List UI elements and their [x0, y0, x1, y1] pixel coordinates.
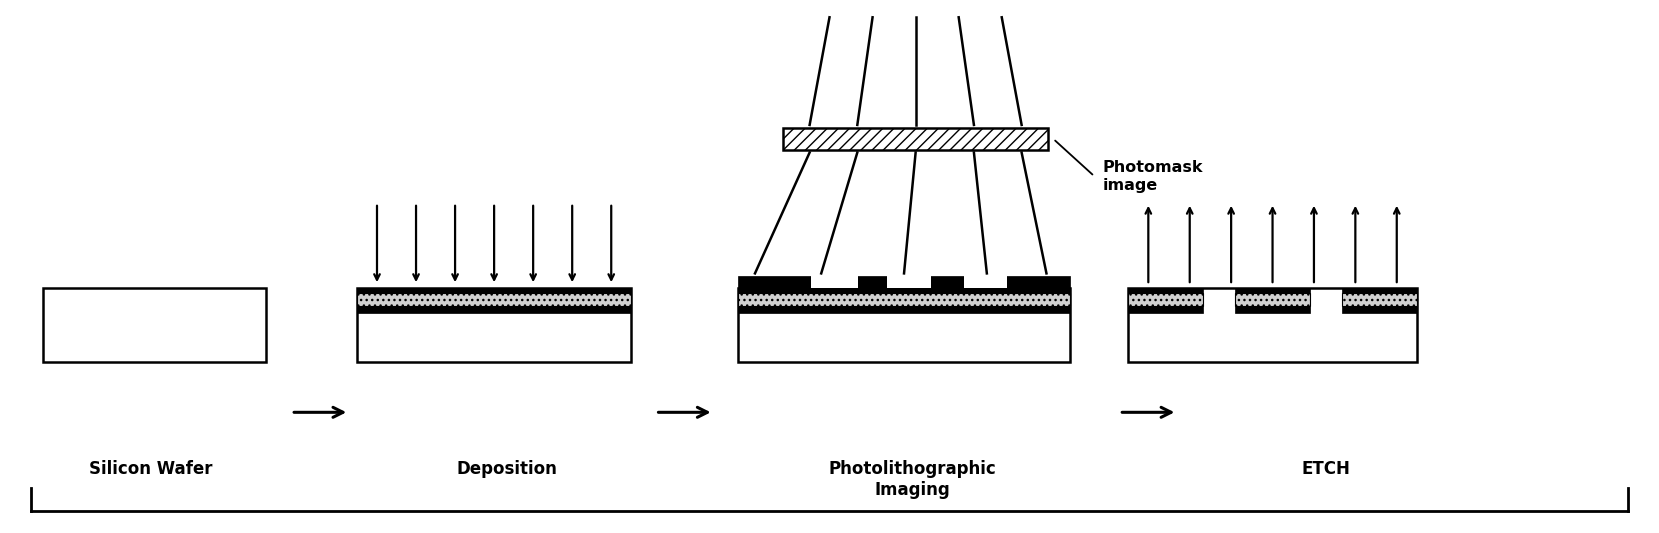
Bar — [43, 288, 267, 362]
Bar — [783, 127, 1048, 150]
Bar — [964, 276, 1007, 288]
Bar — [357, 293, 630, 306]
Bar — [357, 288, 630, 293]
Bar — [811, 276, 858, 288]
Text: ETCH: ETCH — [1302, 460, 1350, 478]
Bar — [1342, 293, 1417, 306]
Bar — [357, 288, 630, 362]
Bar — [1234, 288, 1311, 293]
Bar — [357, 306, 630, 313]
Bar — [738, 293, 1070, 306]
Bar — [1128, 288, 1417, 362]
Bar — [738, 288, 1070, 362]
Text: Silicon Wafer: Silicon Wafer — [88, 460, 212, 478]
Bar — [1342, 288, 1417, 293]
Bar — [738, 306, 1070, 313]
Text: Photolithographic
Imaging: Photolithographic Imaging — [828, 460, 995, 499]
Bar — [1234, 293, 1311, 306]
Bar — [1128, 288, 1203, 293]
Bar — [888, 276, 931, 288]
Bar — [1234, 306, 1311, 313]
Bar — [738, 276, 1070, 288]
Bar — [1128, 293, 1203, 306]
Text: Photomask
image: Photomask image — [1103, 160, 1203, 192]
Text: Deposition: Deposition — [456, 460, 557, 478]
Bar — [1128, 306, 1203, 313]
Bar — [738, 288, 1070, 293]
Bar — [1342, 306, 1417, 313]
